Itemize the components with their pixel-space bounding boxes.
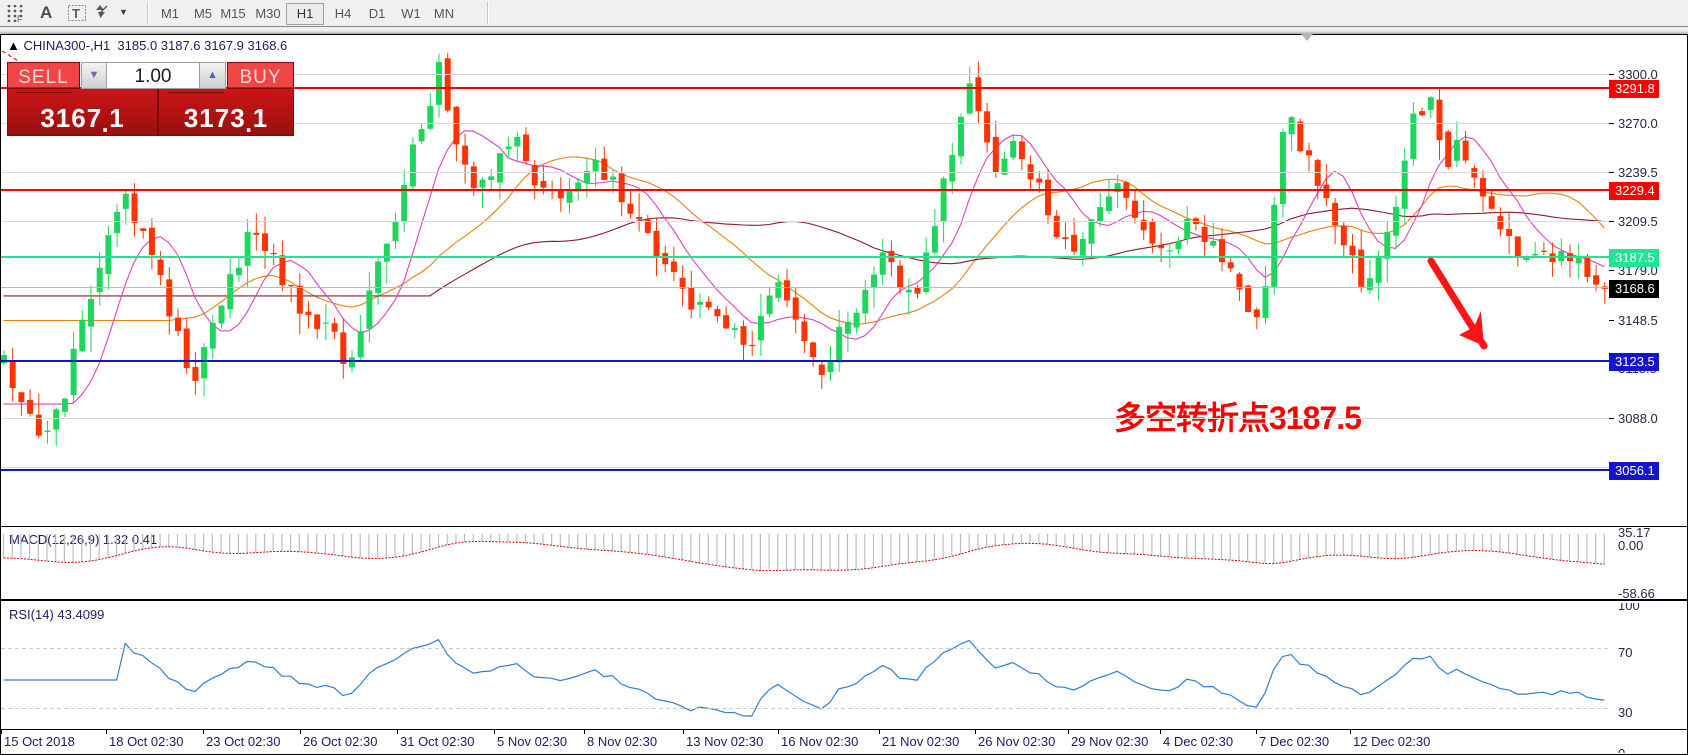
svg-text:F: F	[17, 14, 23, 22]
svg-text:T: T	[72, 6, 80, 21]
